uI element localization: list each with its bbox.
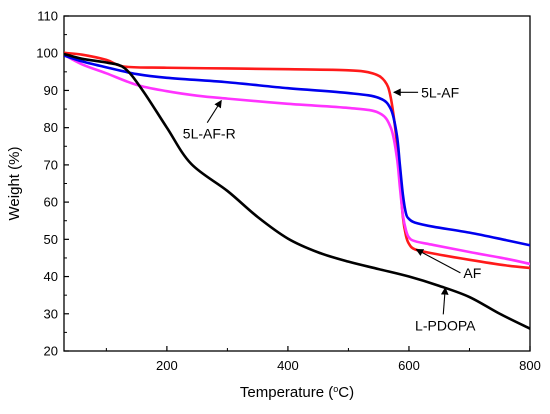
series-line-5l-af [64, 51, 530, 270]
y-tick-label: 80 [44, 120, 58, 135]
y-tick-label: 90 [44, 83, 58, 98]
y-tick-label: 100 [36, 46, 58, 61]
x-axis-title: Temperature (oC) [240, 384, 354, 401]
y-axis-title: Weight (%) [6, 147, 23, 221]
x-axis-title-prefix: Temperature ( [240, 384, 333, 401]
annotation-arrow-l-pdopa [440, 286, 449, 315]
annotation-5l-af: 5L-AF [421, 84, 459, 100]
y-tick-label: 60 [44, 195, 58, 210]
degree-symbol: o [333, 384, 338, 394]
annotation-l-pdopa: L-PDOPA [415, 317, 476, 333]
series-line-l-pdopa [64, 52, 530, 330]
x-axis-title-suffix: C) [338, 384, 354, 401]
series-line-5l-af-r [64, 53, 530, 266]
x-tick-label: 400 [277, 358, 299, 373]
x-tick-label: 200 [156, 358, 178, 373]
annotation-layer: 5L-AF 5L-AF-R AF L-PDOPA [183, 84, 482, 333]
y-tick-label: 30 [44, 306, 58, 321]
x-tick-label: 600 [398, 358, 420, 373]
annotation-af: AF [463, 265, 481, 281]
y-tick-label: 20 [44, 344, 58, 359]
x-tick-label: 800 [519, 358, 541, 373]
series-layer [64, 51, 530, 330]
y-axis: 20 30 40 50 60 70 80 90 100 110 [36, 9, 69, 359]
y-tick-label: 40 [44, 269, 58, 284]
annotation-5l-af-r: 5L-AF-R [183, 126, 236, 142]
x-axis: 200 400 600 800 [105, 346, 541, 373]
annotation-arrow-af [415, 248, 461, 274]
series-line-af [64, 54, 530, 247]
y-tick-label: 50 [44, 232, 58, 247]
annotation-arrow-5l-af-r [206, 99, 222, 123]
y-tick-label: 110 [37, 9, 58, 24]
y-tick-label: 70 [44, 157, 58, 172]
